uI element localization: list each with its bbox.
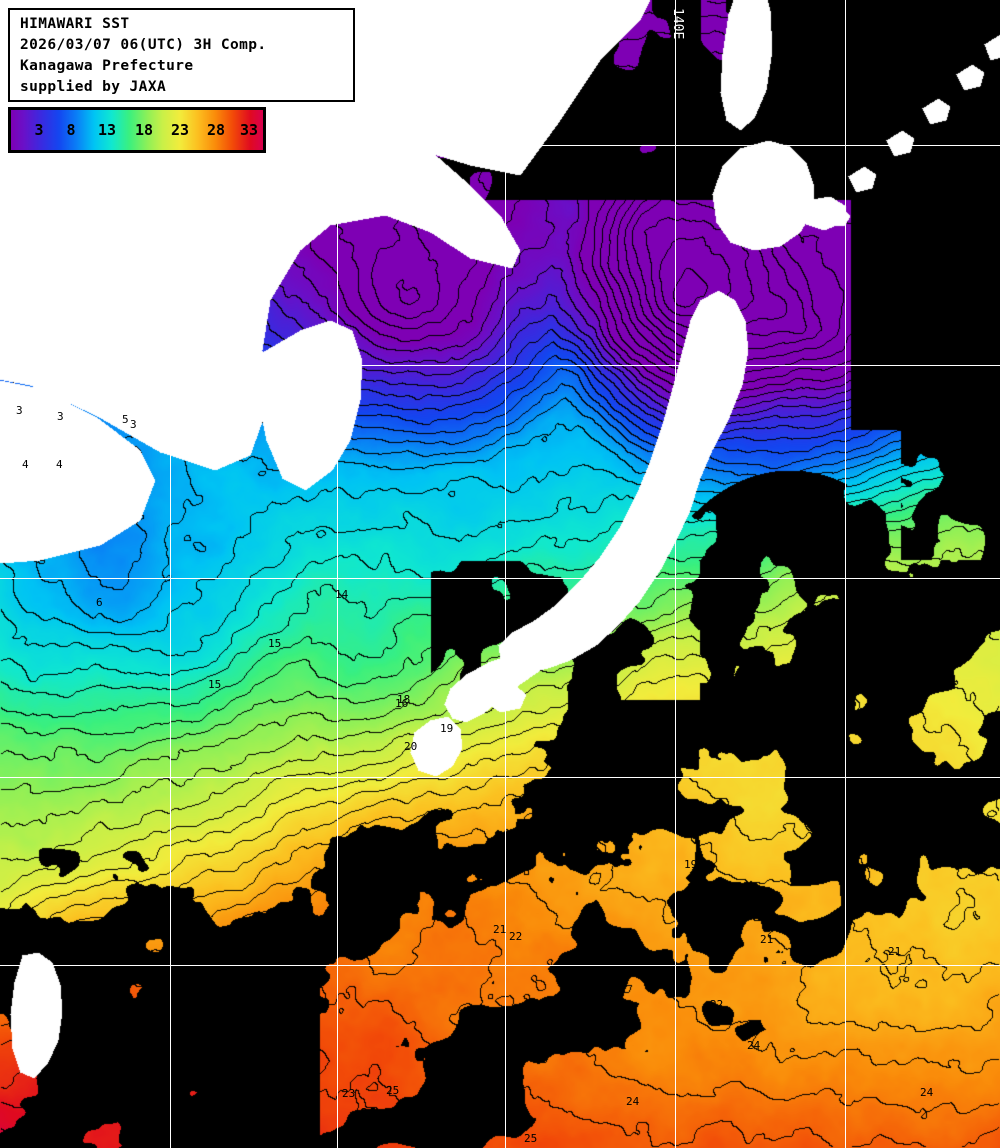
colorbar-gradient — [11, 110, 263, 150]
colorbar-tick-28: 28 — [206, 121, 226, 139]
product-credit: supplied by JAXA — [20, 79, 167, 95]
product-datetime: 2026/03/07 06(UTC) 3H Comp. — [20, 37, 267, 53]
sst-colorbar: 3 8 13 18 23 28 33 — [8, 107, 266, 153]
colorbar-tick-labels: 3 8 13 18 23 28 33 — [11, 110, 263, 150]
colorbar-tick-3: 3 — [34, 121, 44, 139]
colorbar-tick-13: 13 — [97, 121, 117, 139]
product-region: Kanagawa Prefecture — [20, 58, 194, 74]
colorbar-tick-8: 8 — [66, 121, 76, 139]
colorbar-tick-18: 18 — [134, 121, 154, 139]
colorbar-tick-33: 33 — [239, 121, 259, 139]
product-title: HIMAWARI SST — [20, 16, 130, 32]
colorbar-tick-23: 23 — [170, 121, 190, 139]
product-info-box: HIMAWARI SST 2026/03/07 06(UTC) 3H Comp.… — [8, 8, 355, 102]
